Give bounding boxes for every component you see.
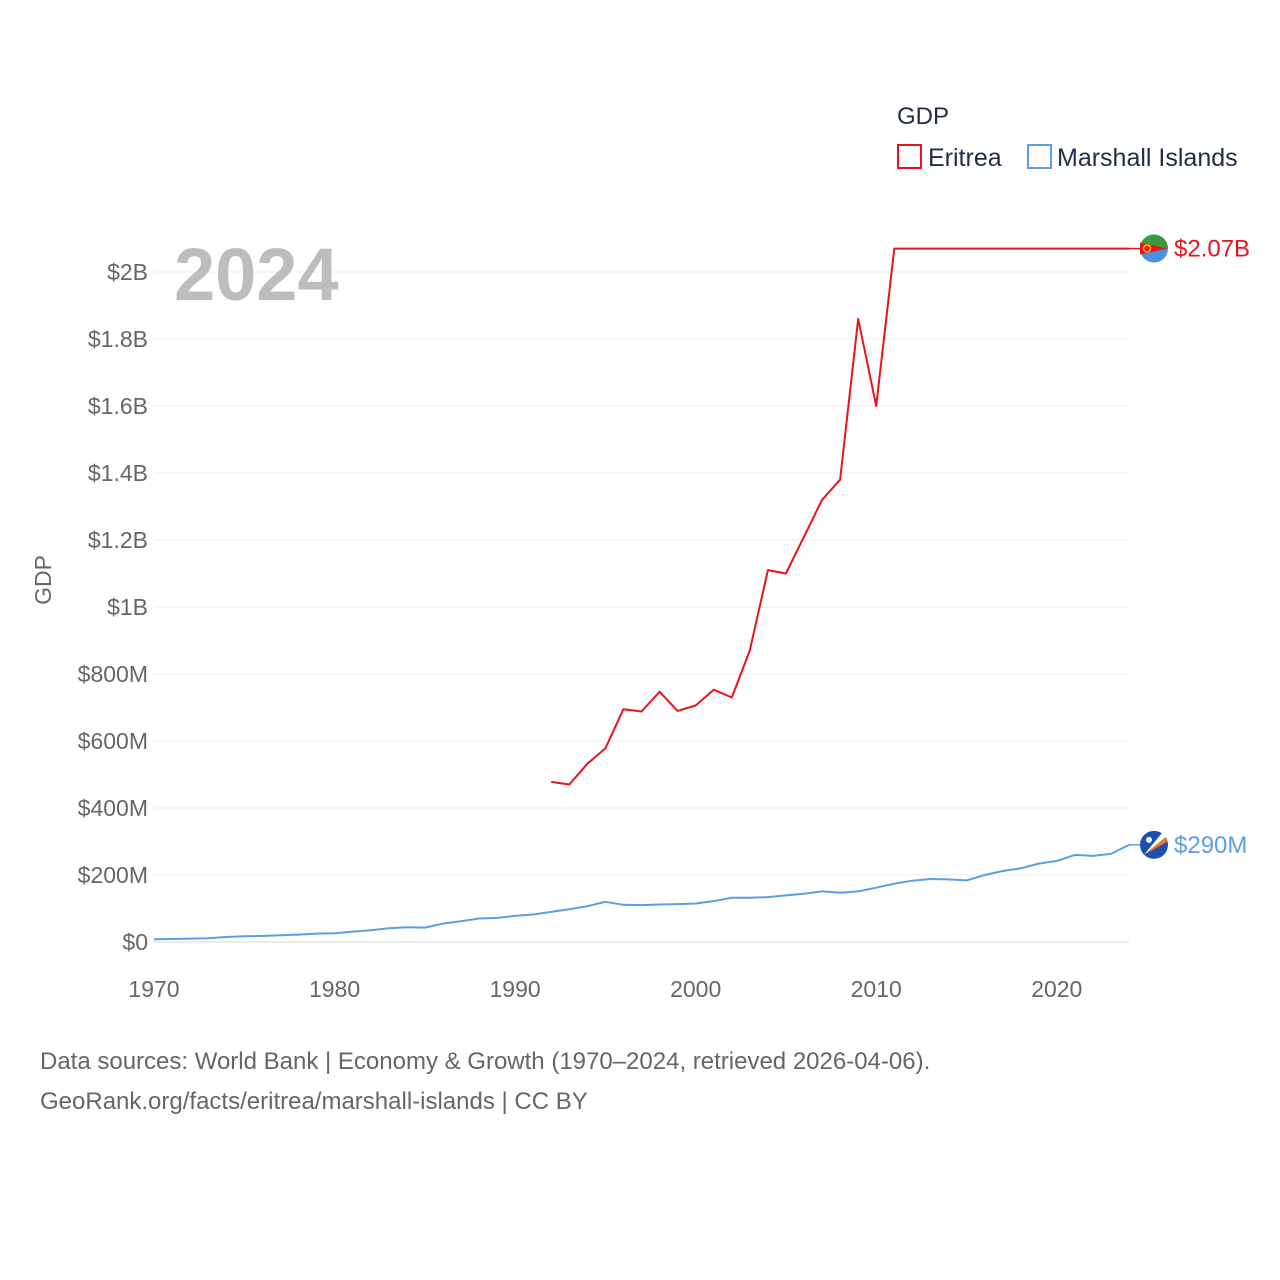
y-tick-label: $1.6B bbox=[88, 393, 148, 419]
y-tick-label: $1.2B bbox=[88, 527, 148, 553]
legend-item-eritrea[interactable]: Eritrea bbox=[897, 144, 1002, 172]
y-axis-ticks: $0 $200M $400M $600M $800M $1B $1.2B $1.4B $1.6B… bbox=[78, 259, 148, 955]
year-label: 2024 bbox=[174, 233, 339, 316]
source-note: Data sources: World Bank | Economy & Gro… bbox=[40, 1042, 930, 1122]
series-line-eritrea bbox=[551, 247, 1129, 786]
source-line-1: Data sources: World Bank | Economy & Gro… bbox=[40, 1048, 931, 1075]
legend-swatch-eritrea bbox=[897, 144, 922, 169]
end-label-marshall-islands: $290M bbox=[1174, 832, 1247, 859]
y-tick-label: $600M bbox=[78, 728, 148, 754]
legend: GDP Eritrea Marshall Islands bbox=[897, 103, 1238, 172]
legend-label-marshall-islands: Marshall Islands bbox=[1057, 144, 1238, 172]
x-tick-label: 1990 bbox=[490, 976, 541, 1002]
y-tick-label: $1B bbox=[107, 594, 148, 620]
x-tick-label: 2010 bbox=[851, 976, 902, 1002]
x-axis-ticks: 1970 1980 1990 2000 2010 2020 bbox=[128, 976, 1082, 1002]
y-axis-title: GDP bbox=[30, 555, 56, 605]
marshall-islands-flag-icon bbox=[1129, 830, 1168, 859]
y-tick-label: $400M bbox=[78, 795, 148, 821]
x-tick-label: 2000 bbox=[670, 976, 721, 1002]
x-tick-label: 1970 bbox=[128, 976, 179, 1002]
x-tick-label: 2020 bbox=[1031, 976, 1082, 1002]
y-tick-label: $1.4B bbox=[88, 460, 148, 486]
series-line-marshall-islands bbox=[153, 844, 1130, 941]
y-tick-label: $2B bbox=[107, 259, 148, 285]
x-tick-label: 1980 bbox=[309, 976, 360, 1002]
legend-title: GDP bbox=[897, 103, 949, 130]
end-label-eritrea: $2.07B bbox=[1174, 236, 1250, 263]
eritrea-flag-icon bbox=[1129, 234, 1168, 263]
y-tick-label: $800M bbox=[78, 661, 148, 687]
legend-swatch-marshall-islands bbox=[1027, 144, 1052, 169]
series-lines bbox=[153, 247, 1130, 941]
y-tick-label: $0 bbox=[122, 929, 148, 955]
source-line-2: GeoRank.org/facts/eritrea/marshall-islan… bbox=[40, 1088, 588, 1115]
gridlines bbox=[154, 271, 1129, 943]
y-tick-label: $200M bbox=[78, 862, 148, 888]
legend-item-marshall-islands[interactable]: Marshall Islands bbox=[1027, 144, 1238, 172]
end-markers: $2.07B $290M bbox=[1129, 234, 1250, 859]
legend-label-eritrea: Eritrea bbox=[928, 144, 1002, 172]
y-tick-label: $1.8B bbox=[88, 326, 148, 352]
